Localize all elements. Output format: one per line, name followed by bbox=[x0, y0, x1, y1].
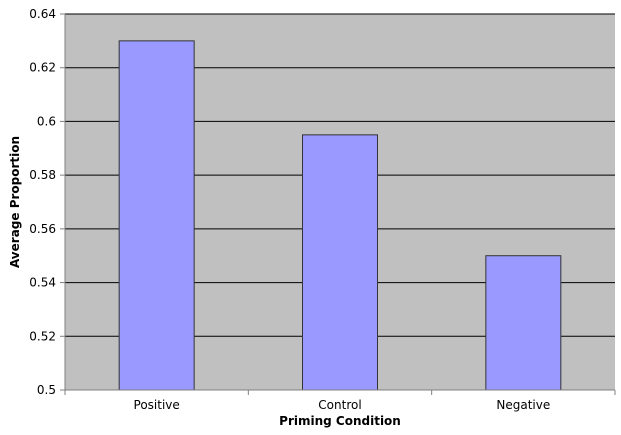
tick-labels: 0.5 0.52 0.54 0.56 0.58 0.6 0.62 0.64 Positive Co… bbox=[29, 7, 550, 412]
x-tick-label: Positive bbox=[134, 398, 180, 412]
y-tick-label: 0.54 bbox=[29, 276, 56, 290]
x-tick-label: Negative bbox=[496, 398, 550, 412]
y-axis-title: Average Proportion bbox=[8, 136, 22, 268]
x-axis-title: Priming Condition bbox=[279, 414, 401, 428]
y-tick-label: 0.58 bbox=[29, 168, 56, 182]
y-tick-label: 0.56 bbox=[29, 222, 56, 236]
y-tick-label: 0.64 bbox=[29, 7, 56, 21]
bar-control bbox=[302, 134, 378, 391]
axes bbox=[60, 13, 616, 395]
y-tick-label: 0.62 bbox=[29, 61, 56, 75]
y-tick-label: 0.5 bbox=[37, 383, 56, 397]
y-tick-label: 0.52 bbox=[29, 329, 56, 343]
bar-negative bbox=[485, 255, 562, 391]
bar-positive bbox=[118, 40, 195, 391]
y-tick-label: 0.6 bbox=[37, 114, 56, 128]
x-tick-label: Control bbox=[318, 398, 361, 412]
